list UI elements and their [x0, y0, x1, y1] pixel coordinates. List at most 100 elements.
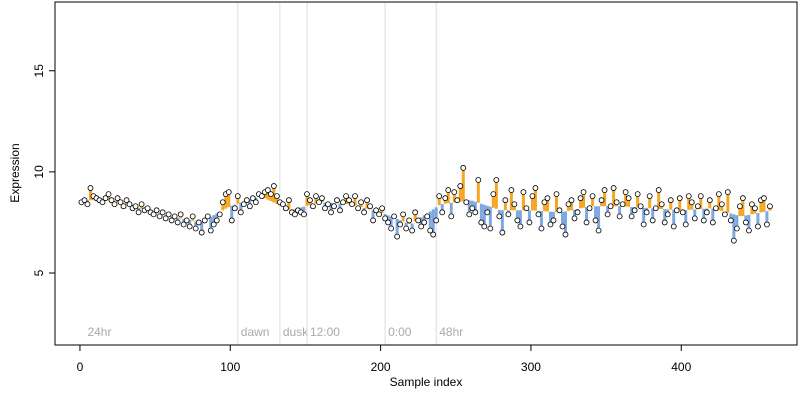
data-point	[358, 199, 364, 206]
x-axis-label: Sample index	[390, 375, 463, 389]
data-point	[595, 227, 602, 234]
data-point	[673, 207, 680, 214]
x-tick-label: 300	[521, 360, 541, 374]
data-point	[637, 203, 644, 210]
data-point	[282, 205, 289, 212]
data-point	[685, 193, 692, 200]
data-point	[180, 221, 187, 228]
data-point	[721, 211, 728, 218]
data-point	[752, 205, 758, 212]
data-point	[343, 193, 349, 200]
data-point	[610, 185, 617, 191]
data-point	[559, 223, 566, 230]
data-point	[490, 191, 497, 198]
data-point	[520, 189, 527, 196]
data-point	[517, 223, 524, 230]
data-point	[523, 205, 530, 212]
data-point	[697, 193, 704, 200]
data-point	[111, 201, 118, 208]
data-point	[367, 203, 373, 210]
data-point	[493, 177, 500, 183]
data-point	[553, 191, 560, 198]
data-point	[496, 213, 503, 220]
data-point	[592, 217, 599, 224]
data-point	[727, 217, 734, 224]
y-tick-label: 5	[32, 269, 46, 276]
data-point	[412, 209, 419, 216]
data-point	[526, 219, 533, 226]
data-point	[475, 177, 482, 183]
data-point	[391, 213, 398, 220]
data-point	[279, 201, 286, 208]
data-point	[340, 199, 346, 206]
data-point	[292, 211, 298, 218]
data-point	[433, 217, 440, 224]
data-point	[162, 215, 169, 222]
data-point	[132, 203, 139, 210]
data-point	[571, 215, 578, 222]
data-point	[210, 221, 217, 228]
data-point	[382, 215, 389, 222]
data-point	[207, 227, 214, 234]
data-point	[270, 183, 277, 189]
annotation-label: 24hr	[87, 325, 111, 339]
data-point	[373, 207, 379, 214]
data-point	[421, 219, 428, 226]
data-point	[81, 197, 88, 204]
data-point	[237, 209, 244, 216]
data-point	[316, 199, 322, 206]
data-point	[219, 199, 226, 206]
data-point	[418, 223, 425, 230]
data-point	[715, 191, 722, 198]
data-point	[337, 207, 343, 214]
data-point	[640, 221, 647, 228]
data-point	[105, 191, 112, 198]
data-point	[670, 223, 677, 230]
data-point	[745, 227, 752, 234]
data-point	[376, 211, 382, 218]
x-tick-label: 100	[220, 360, 240, 374]
data-point	[598, 197, 605, 204]
data-point	[183, 217, 190, 224]
data-point	[349, 201, 355, 208]
data-point	[364, 197, 370, 204]
data-point	[442, 195, 449, 202]
data-point	[487, 225, 494, 232]
y-axis-label: Expression	[8, 143, 22, 202]
annotation-label: 0:00	[388, 325, 412, 339]
data-point	[264, 187, 271, 193]
data-point	[451, 189, 458, 196]
data-point	[565, 201, 572, 208]
data-point	[225, 189, 232, 196]
data-point	[607, 203, 614, 210]
data-point	[138, 201, 145, 208]
data-point	[544, 195, 551, 202]
data-point	[463, 199, 470, 206]
data-point	[532, 185, 539, 191]
data-point	[403, 225, 410, 232]
data-point	[406, 217, 413, 224]
data-point	[400, 211, 407, 218]
data-point	[352, 193, 358, 200]
data-point	[679, 209, 686, 216]
data-point	[712, 205, 719, 212]
data-point	[661, 219, 668, 226]
data-point	[126, 201, 133, 208]
data-point	[508, 187, 515, 193]
data-point	[631, 207, 638, 214]
data-point	[739, 195, 746, 202]
data-point	[574, 209, 581, 216]
data-point	[135, 209, 142, 216]
data-point	[478, 219, 485, 226]
data-point	[246, 203, 253, 210]
data-point	[165, 211, 172, 218]
data-point	[189, 213, 196, 220]
data-point	[439, 209, 446, 216]
data-point	[249, 195, 256, 202]
annotation-label: 48hr	[439, 325, 463, 339]
data-point	[273, 193, 280, 200]
data-point	[355, 205, 361, 212]
data-point	[625, 195, 632, 202]
data-point	[427, 227, 434, 234]
